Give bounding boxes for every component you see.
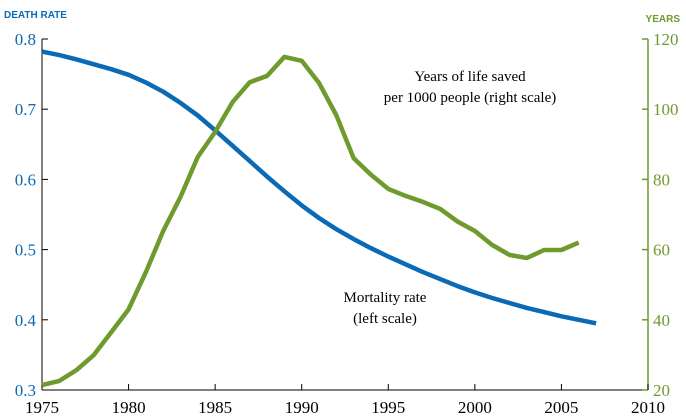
y-tick-label: 0.4 <box>15 311 37 330</box>
y-axis-title: DEATH RATE <box>4 10 67 21</box>
line-0 <box>41 49 597 326</box>
annotation: per 1000 people (right scale) <box>384 90 556 106</box>
x-tick-label: 1980 <box>112 398 146 417</box>
y-tick-label: 0.3 <box>15 381 36 400</box>
x-tick-label: 2000 <box>458 398 492 417</box>
x-tick-label: 1975 <box>25 398 59 417</box>
y-tick-label: 0.7 <box>15 100 37 119</box>
y2-tick-label: 20 <box>653 381 670 400</box>
annotation: (left scale) <box>353 311 417 327</box>
x-tick-label: 1995 <box>371 398 405 417</box>
annotation: Years of life saved <box>414 69 526 85</box>
y2-axis-title: YEARS <box>646 14 681 25</box>
y2-tick-label: 120 <box>653 30 679 49</box>
x-tick-label: 2010 <box>631 398 665 417</box>
x-tick-label: 1985 <box>198 398 232 417</box>
y-tick-label: 0.8 <box>15 30 36 49</box>
x-tick-label: 1990 <box>285 398 319 417</box>
y-tick-label: 0.6 <box>15 170 36 189</box>
y2-tick-label: 60 <box>653 241 670 260</box>
y2-tick-label: 40 <box>653 311 670 330</box>
y-tick-label: 0.5 <box>15 241 36 260</box>
y2-tick-label: 80 <box>653 170 670 189</box>
y2-tick-label: 100 <box>653 100 679 119</box>
annotation: Mortality rate <box>344 290 427 306</box>
x-tick-label: 2005 <box>544 398 578 417</box>
line-1 <box>41 54 580 388</box>
